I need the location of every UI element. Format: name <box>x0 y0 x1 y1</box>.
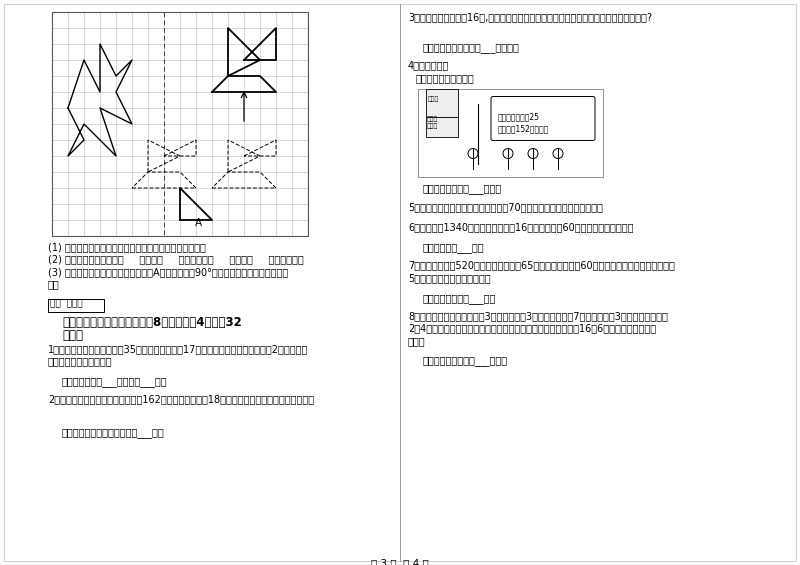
Text: A: A <box>194 218 202 228</box>
Text: 普惠院: 普惠院 <box>428 97 439 102</box>
Text: 5分钟，小红家离学校多少米？: 5分钟，小红家离学校多少米？ <box>408 273 490 283</box>
FancyBboxPatch shape <box>491 97 595 141</box>
Text: 8．某市出租车收费标准为：3千米以内（含3千米）按起步价7元收费，超过3千米，每千米收费: 8．某市出租车收费标准为：3千米以内（含3千米）按起步价7元收费，超过3千米，每… <box>408 311 668 321</box>
Text: 1．一个车间，女工比男工少35人，男女工各调出17人后，男工人数是女工人数的2倍，原有男: 1．一个车间，女工比男工少35人，男女工各调出17人后，男工人数是女工人数的2倍… <box>48 344 308 354</box>
Text: 名老师和152名学生。: 名老师和152名学生。 <box>498 124 550 133</box>
Text: 第 3 页  共 4 页: 第 3 页 共 4 页 <box>371 558 429 565</box>
Text: 成人和
儿童票: 成人和 儿童票 <box>427 116 438 129</box>
Text: 答：这个长方形面积是___平方米。: 答：这个长方形面积是___平方米。 <box>423 43 520 53</box>
Text: 答：参加跑步的人数是跳绳的___倍。: 答：参加跑步的人数是跳绳的___倍。 <box>62 428 165 437</box>
Text: 工多少人？女工多少人？: 工多少人？女工多少人？ <box>48 357 113 367</box>
Text: (3) 先将三角形向左平移三格，然后绕A点逆时针旋转90°，在方格纸中画出旋转后的图: (3) 先将三角形向左平移三格，然后绕A点逆时针旋转90°，在方格纸中画出旋转后… <box>48 267 288 277</box>
Text: 六、应用知识，解决问题（共8小题，每题4分，共32: 六、应用知识，解决问题（共8小题，每题4分，共32 <box>62 316 242 329</box>
Text: 7．小乐家到学校520米，小乐每分钟走65米，小红每分钟走60米，从家到学校小红比小乐多走: 7．小乐家到学校520米，小乐每分钟走65米，小红每分钟走60米，从家到学校小红… <box>408 260 675 271</box>
Text: 分）。: 分）。 <box>62 329 83 342</box>
Text: 多远？: 多远？ <box>408 336 426 346</box>
Bar <box>426 89 458 116</box>
Text: 答：她们一共要付___元钱。: 答：她们一共要付___元钱。 <box>423 185 502 194</box>
Text: (1) 沿虚线画出图形的另一半，使它成为一个轴对称图形。: (1) 沿虚线画出图形的另一半，使它成为一个轴对称图形。 <box>48 242 206 252</box>
Bar <box>48 299 104 312</box>
Text: 她们一共要付多少钱？: 她们一共要付多少钱？ <box>416 73 474 83</box>
Text: (2) 图中的小船是经过向（     ）平移（     ）格，再向（     ）平移（     ）格得来的。: (2) 图中的小船是经过向（ ）平移（ ）格，再向（ ）平移（ ）格得来的。 <box>48 254 304 264</box>
Bar <box>52 12 308 236</box>
Text: 答：每袋化肥___元。: 答：每袋化肥___元。 <box>423 243 485 253</box>
Text: 答：小红家离学校___米。: 答：小红家离学校___米。 <box>423 293 496 303</box>
Bar <box>418 89 603 176</box>
Text: 5．已知一个等腰三角形的一个顶角是70，，它的每一个底角是多少度？: 5．已知一个等腰三角形的一个顶角是70，，它的每一个底角是多少度？ <box>408 202 603 212</box>
Text: 形。: 形。 <box>48 280 60 289</box>
Text: 得分  评卷人: 得分 评卷人 <box>50 299 82 308</box>
Text: 2元4角。有一天，小明一家坐一辆出租车到太阳宫玩，一共付费16元6角。小明家离太阳宫: 2元4角。有一天，小明一家坐一辆出租车到太阳宫玩，一共付费16元6角。小明家离太… <box>408 324 656 333</box>
Text: 2．学校举行运动会，参加跑步的有162人，参加跳绳的有18人，参加跑步的人数是跳绳的几倍？: 2．学校举行运动会，参加跑步的有162人，参加跳绳的有18人，参加跑步的人数是跳… <box>48 394 314 405</box>
Bar <box>426 116 458 137</box>
Text: 答：原来有男工___人，女工___人。: 答：原来有男工___人，女工___人。 <box>62 377 168 387</box>
Text: 答：小明家离太阳宫___千米。: 答：小明家离太阳宫___千米。 <box>423 357 508 367</box>
Text: 4．看图解题。: 4．看图解题。 <box>408 60 450 71</box>
Text: 3．一个长方形周长是16米,它的长、宽的米数是两个相邻，这个长方形面积是多少平方米?: 3．一个长方形周长是16米,它的长、宽的米数是两个相邻，这个长方形面积是多少平方… <box>408 12 652 22</box>
Text: 四年级夏令营有25: 四年级夏令营有25 <box>498 112 540 121</box>
Text: 6．刘叔叔带1340元去买化肥，买了16袋化费，剩下60元，每袋化肥多少元？: 6．刘叔叔带1340元去买化肥，买了16袋化费，剩下60元，每袋化肥多少元？ <box>408 223 634 233</box>
